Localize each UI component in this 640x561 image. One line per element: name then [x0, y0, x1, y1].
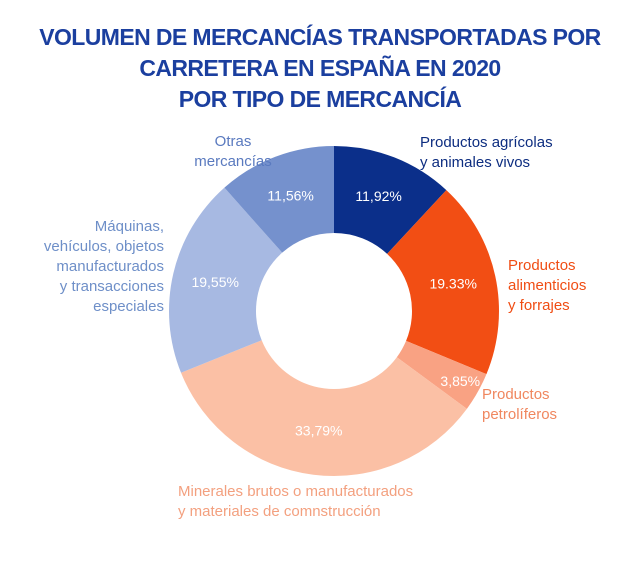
donut-segment	[396, 340, 487, 409]
value-label: 11,56%	[267, 188, 313, 204]
value-label: 19.33%	[429, 276, 476, 292]
value-label: 19,55%	[191, 274, 238, 290]
value-label: 3,85%	[440, 373, 480, 389]
category-label: Productos agrícolas y animales vivos	[420, 134, 553, 171]
value-label: 11,92%	[355, 188, 401, 204]
category-label: Otras mercancías	[194, 133, 272, 170]
donut-segment	[224, 146, 334, 253]
donut-segment	[334, 146, 447, 254]
chart-title: VOLUMEN DE MERCANCÍAS TRANSPORTADAS POR …	[39, 24, 601, 112]
donut-segment	[387, 190, 499, 375]
category-label: Minerales brutos o manufacturados y mate…	[178, 483, 414, 520]
donut-segment	[181, 340, 467, 476]
category-label: Máquinas, vehículos, objetos manufactura…	[43, 218, 164, 315]
donut-segment	[168, 187, 283, 373]
category-label: Productos petrolíferos	[482, 386, 558, 423]
value-label: 33,79%	[295, 423, 342, 439]
category-label: Productos alimenticios y forrajes	[508, 257, 587, 314]
